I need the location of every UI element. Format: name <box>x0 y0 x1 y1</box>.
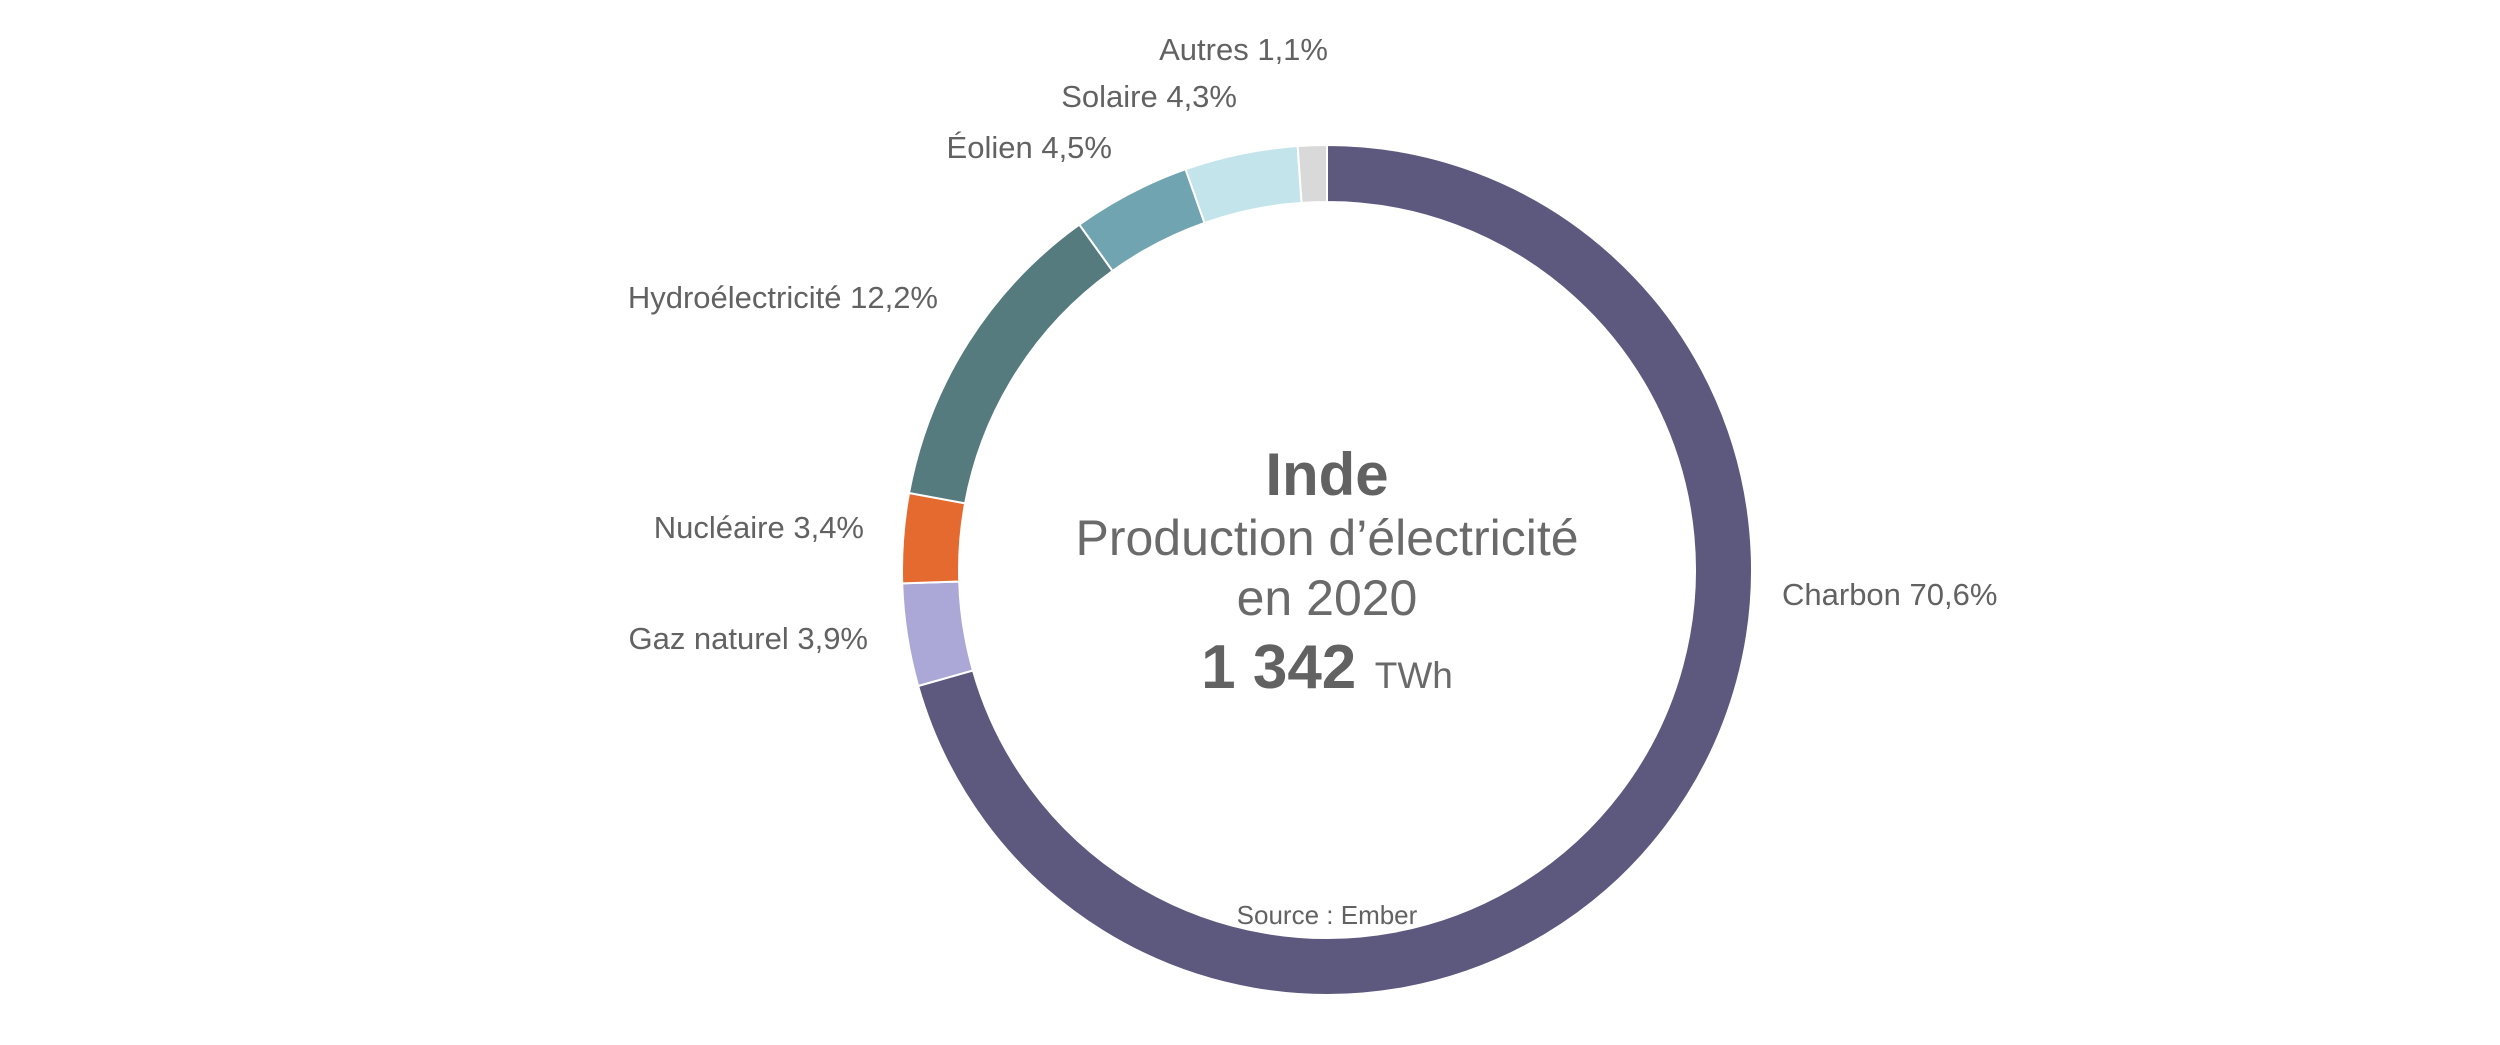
slice-label-solaire: Solaire 4,3% <box>1061 79 1237 114</box>
slice-label-charbon: Charbon 70,6% <box>1782 577 1997 612</box>
slice-autres <box>1296 143 1328 204</box>
center-title: Inde <box>1265 441 1388 508</box>
slice-label-autres: Autres 1,1% <box>1159 32 1328 67</box>
center-total-value: 1 342 <box>1201 633 1356 702</box>
center-subtitle-line2: en 2020 <box>1237 570 1418 626</box>
slice-label-eolien: Éolien 4,5% <box>947 130 1112 165</box>
slice-gaz-naturel <box>901 580 975 688</box>
slices-layer <box>901 143 1753 996</box>
slice-label-gaz-naturel: Gaz naturel 3,9% <box>628 621 868 656</box>
center-total: 1 342 TWh <box>1201 633 1453 702</box>
source-label: Source : Ember <box>1237 900 1418 930</box>
center-total-unit: TWh <box>1375 655 1453 696</box>
slice-charbon <box>916 143 1753 996</box>
slice-nucleaire <box>901 491 967 585</box>
slice-solaire <box>1184 144 1303 225</box>
labels-layer: Charbon 70,6% Gaz naturel 3,9% Nucléaire 3… <box>628 32 1998 656</box>
slice-label-hydroelectricite: Hydroélectricité 12,2% <box>628 280 938 315</box>
slice-hydroelectricite <box>907 223 1114 505</box>
slice-label-nucleaire: Nucléaire 3,4% <box>654 510 864 545</box>
center-subtitle-line1: Production d’électricité <box>1075 510 1578 566</box>
